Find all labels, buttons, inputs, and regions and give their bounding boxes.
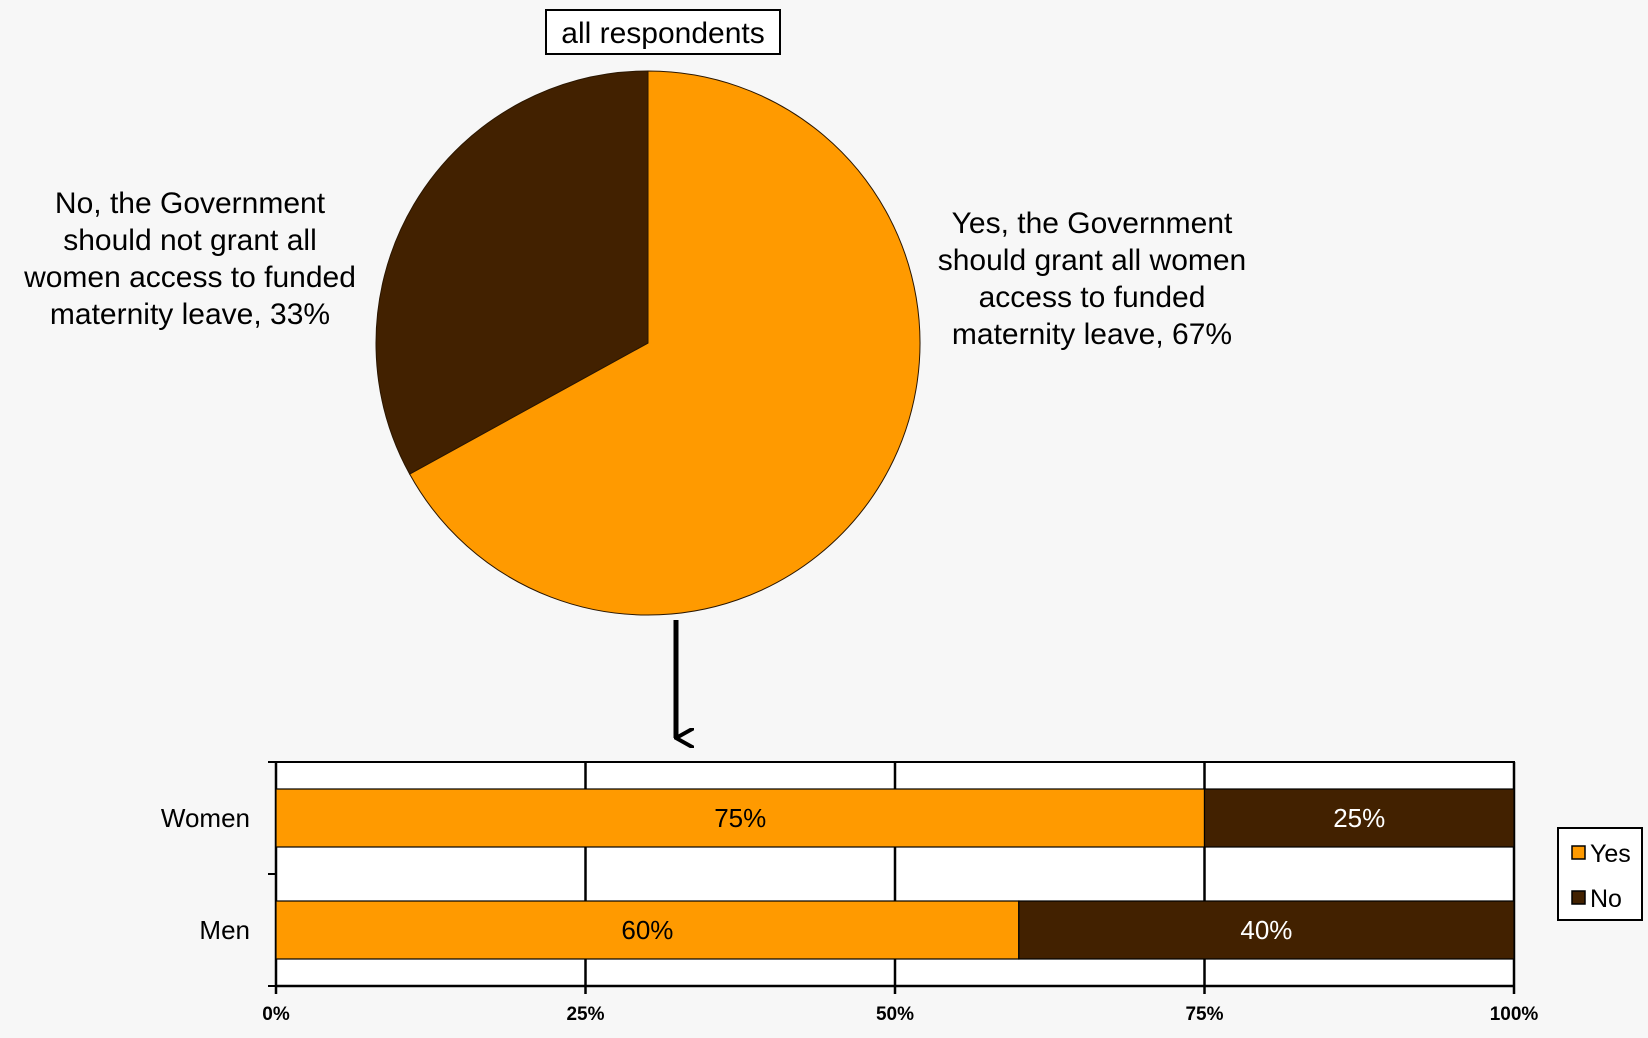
- category-label: Men: [199, 915, 250, 945]
- bar-data-label: 75%: [714, 803, 766, 833]
- pie-label-yes: Yes, the Government should grant all wome…: [938, 207, 1247, 351]
- bar-segment-yes: [275, 788, 1206, 848]
- bar-data-label: 60%: [621, 915, 673, 945]
- x-tick-label: 0%: [262, 1004, 290, 1025]
- pie-slice-yes: [408, 70, 921, 616]
- x-tick-label: 25%: [566, 1004, 604, 1025]
- legend-swatch-yes: [1571, 845, 1586, 860]
- category-label: Women: [161, 803, 250, 833]
- bar-segment-no: [1018, 900, 1515, 960]
- bar-data-label: 40%: [1240, 915, 1292, 945]
- bar-segment-yes: [275, 900, 1020, 960]
- x-tick-label: 50%: [876, 1004, 914, 1025]
- bar-chart: 0% 25% 50% 75% 100% Women 75% 25% Men 60% 40%: [161, 761, 1539, 1025]
- legend-label-yes: Yes: [1590, 840, 1631, 868]
- pie-label-no: No, the Government should not grant all wo…: [23, 187, 356, 331]
- pie-title: all respondents: [561, 17, 764, 50]
- legend-label-no: No: [1590, 885, 1622, 913]
- x-tick-label: 75%: [1185, 1004, 1223, 1025]
- bar-data-label: 25%: [1333, 803, 1385, 833]
- legend: Yes No: [1557, 827, 1643, 921]
- pie-slice-no: [375, 70, 649, 475]
- x-tick-label: 100%: [1490, 1004, 1539, 1025]
- legend-swatch-no: [1571, 890, 1586, 905]
- pie-chart: [375, 70, 921, 616]
- pie-title-box: [545, 9, 781, 55]
- bar-segment-no: [1203, 788, 1515, 848]
